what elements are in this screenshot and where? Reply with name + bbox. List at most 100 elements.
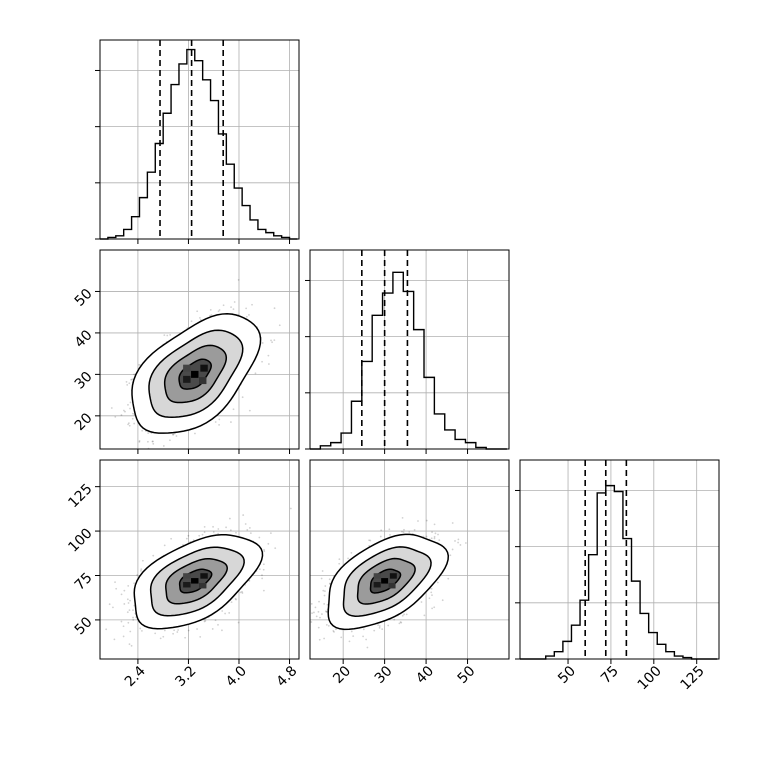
scatter-point bbox=[217, 532, 220, 535]
scatter-point bbox=[430, 537, 433, 540]
scatter-point bbox=[365, 638, 368, 641]
scatter-point bbox=[324, 610, 327, 613]
scatter-point bbox=[132, 619, 135, 621]
scatter-point bbox=[120, 620, 123, 623]
scatter-point bbox=[335, 628, 337, 631]
scatter-point bbox=[433, 535, 436, 538]
scatter-point bbox=[127, 602, 130, 604]
scatter-point bbox=[127, 584, 130, 587]
scatter-point bbox=[140, 568, 143, 571]
scatter-point bbox=[241, 592, 244, 594]
joint-panel-2-1 bbox=[303, 459, 510, 664]
scatter-point bbox=[230, 601, 233, 604]
scatter-point bbox=[333, 630, 335, 633]
x-tick-label-p0-1: 3.2 bbox=[172, 663, 199, 690]
scatter-point bbox=[262, 568, 265, 571]
scatter-point bbox=[221, 610, 224, 612]
y-tick-label-p2-3: 125 bbox=[65, 481, 95, 511]
scatter-point bbox=[366, 646, 369, 649]
scatter-point bbox=[324, 585, 327, 587]
scatter-point bbox=[454, 540, 456, 542]
scatter-point bbox=[304, 606, 306, 608]
scatter-point bbox=[433, 606, 436, 609]
scatter-point bbox=[127, 403, 129, 406]
density-cell-1 bbox=[200, 364, 208, 372]
scatter-point bbox=[203, 531, 206, 534]
scatter-point bbox=[251, 303, 253, 306]
scatter-point bbox=[273, 339, 276, 342]
scatter-point bbox=[132, 616, 134, 619]
scatter-point bbox=[218, 309, 221, 311]
scatter-point bbox=[379, 535, 382, 538]
scatter-point bbox=[262, 563, 265, 566]
scatter-point bbox=[133, 422, 136, 425]
scatter-point bbox=[457, 538, 460, 541]
scatter-point bbox=[319, 616, 321, 619]
panel-frame bbox=[309, 249, 510, 450]
scatter-point bbox=[433, 537, 436, 540]
scatter-point bbox=[248, 314, 250, 316]
scatter-point bbox=[303, 575, 305, 577]
scatter-point bbox=[352, 635, 355, 638]
scatter-point bbox=[209, 308, 212, 311]
scatter-point bbox=[447, 577, 450, 580]
histogram-panel-2 bbox=[515, 459, 720, 664]
scatter-point bbox=[401, 530, 403, 533]
density-cell-1 bbox=[200, 573, 208, 579]
scatter-point bbox=[242, 514, 245, 516]
scatter-point bbox=[230, 421, 232, 423]
scatter-point bbox=[400, 621, 403, 624]
density-cell-2 bbox=[183, 581, 191, 588]
scatter-point bbox=[141, 629, 143, 632]
scatter-point bbox=[199, 318, 202, 321]
scatter-point bbox=[233, 301, 236, 303]
scatter-point bbox=[217, 528, 220, 530]
x-tick-label-p2-1: 75 bbox=[598, 663, 622, 687]
scatter-point bbox=[212, 531, 215, 533]
scatter-point bbox=[263, 548, 265, 551]
scatter-point bbox=[132, 609, 134, 612]
scatter-point bbox=[210, 314, 213, 316]
scatter-point bbox=[338, 558, 341, 561]
scatter-point bbox=[327, 624, 330, 627]
scatter-point bbox=[209, 314, 211, 317]
scatter-point bbox=[401, 614, 404, 617]
scatter-point bbox=[125, 380, 128, 383]
scatter-point bbox=[457, 541, 459, 544]
scatter-point bbox=[228, 612, 231, 614]
scatter-point bbox=[417, 520, 419, 522]
scatter-point bbox=[267, 542, 270, 545]
scatter-point bbox=[225, 526, 227, 529]
x-tick-label-p2-0: 50 bbox=[555, 663, 579, 687]
scatter-point bbox=[267, 354, 270, 357]
scatter-point bbox=[387, 624, 390, 627]
joint-content bbox=[303, 460, 509, 659]
scatter-point bbox=[187, 534, 190, 537]
scatter-point bbox=[431, 607, 434, 610]
scatter-point bbox=[201, 533, 204, 536]
scatter-point bbox=[169, 439, 171, 442]
scatter-point bbox=[420, 601, 423, 603]
x-tick-label-p0-2: 4.0 bbox=[223, 663, 250, 690]
density-cell-0 bbox=[191, 578, 199, 584]
scatter-point bbox=[228, 517, 231, 520]
scatter-point bbox=[170, 537, 173, 540]
scatter-point bbox=[389, 533, 391, 536]
scatter-point bbox=[132, 412, 134, 415]
scatter-point bbox=[140, 569, 142, 572]
y-tick-label-p1-2: 40 bbox=[72, 327, 96, 351]
joint-content bbox=[100, 250, 299, 452]
scatter-point bbox=[151, 440, 154, 443]
scatter-point bbox=[324, 590, 326, 593]
panel-frame bbox=[99, 249, 300, 450]
density-cell-2 bbox=[183, 375, 191, 383]
scatter-point bbox=[139, 627, 142, 630]
scatter-point bbox=[212, 525, 214, 528]
scatter-point bbox=[166, 334, 169, 337]
scatter-point bbox=[169, 334, 172, 336]
scatter-point bbox=[362, 628, 365, 631]
scatter-point bbox=[140, 450, 142, 452]
scatter-point bbox=[313, 611, 315, 614]
scatter-point bbox=[187, 629, 190, 632]
scatter-point bbox=[320, 577, 323, 580]
